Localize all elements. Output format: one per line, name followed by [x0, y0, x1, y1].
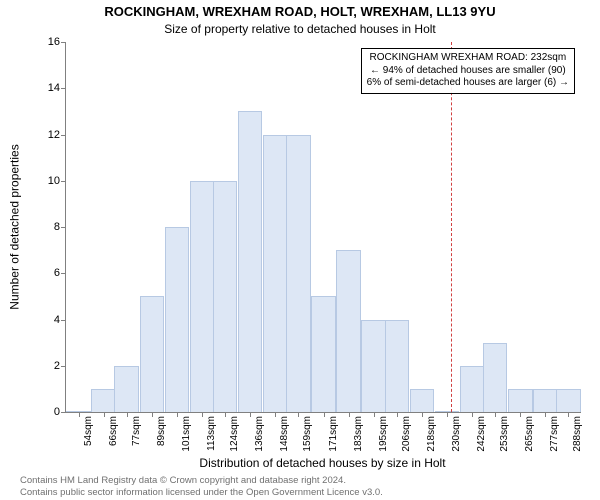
y-tick-label: 8 — [30, 221, 60, 233]
x-tick-mark — [324, 412, 325, 417]
y-tick-label: 4 — [30, 314, 60, 326]
x-tick-mark — [275, 412, 276, 417]
chart-title: ROCKINGHAM, WREXHAM ROAD, HOLT, WREXHAM,… — [0, 4, 600, 19]
histogram-bar — [460, 366, 484, 412]
footer-line-1: Contains HM Land Registry data © Crown c… — [20, 475, 383, 486]
x-tick-mark — [422, 412, 423, 417]
histogram-bar — [263, 135, 287, 413]
annotation-box: ROCKINGHAM WREXHAM ROAD: 232sqm← 94% of … — [361, 48, 575, 94]
footer-attribution: Contains HM Land Registry data © Crown c… — [20, 475, 383, 498]
y-tick-mark — [61, 88, 66, 89]
x-tick-mark — [127, 412, 128, 417]
histogram-bar — [165, 227, 189, 412]
y-tick-label: 16 — [30, 36, 60, 48]
histogram-bar — [213, 181, 237, 412]
x-tick-mark — [447, 412, 448, 417]
chart-container: ROCKINGHAM, WREXHAM ROAD, HOLT, WREXHAM,… — [0, 0, 600, 500]
histogram-bar — [361, 320, 385, 413]
y-tick-label: 10 — [30, 175, 60, 187]
y-tick-mark — [61, 412, 66, 413]
histogram-bar — [483, 343, 507, 412]
x-tick-mark — [568, 412, 569, 417]
annotation-line-3: 6% of semi-detached houses are larger (6… — [367, 77, 569, 90]
histogram-bar — [311, 296, 335, 412]
y-axis-label-text: Number of detached properties — [8, 144, 22, 309]
y-tick-label: 14 — [30, 82, 60, 94]
x-tick-mark — [104, 412, 105, 417]
histogram-bar — [385, 320, 409, 413]
plot-area: 024681012141654sqm66sqm77sqm89sqm101sqm1… — [65, 42, 581, 413]
histogram-bar — [336, 250, 360, 412]
x-tick-mark — [374, 412, 375, 417]
y-tick-mark — [61, 366, 66, 367]
property-marker-line — [451, 42, 452, 412]
y-tick-mark — [61, 42, 66, 43]
y-tick-mark — [61, 227, 66, 228]
histogram-bar — [190, 181, 214, 412]
footer-line-2: Contains public sector information licen… — [20, 487, 383, 498]
x-tick-mark — [202, 412, 203, 417]
histogram-bar — [286, 135, 310, 413]
histogram-bar — [91, 389, 115, 412]
histogram-bar — [410, 389, 434, 412]
x-tick-mark — [225, 412, 226, 417]
histogram-bar — [140, 296, 164, 412]
y-tick-label: 0 — [30, 406, 60, 418]
y-tick-label: 6 — [30, 267, 60, 279]
x-tick-mark — [79, 412, 80, 417]
x-tick-mark — [349, 412, 350, 417]
y-tick-mark — [61, 181, 66, 182]
y-tick-mark — [61, 320, 66, 321]
annotation-line-1: ROCKINGHAM WREXHAM ROAD: 232sqm — [367, 52, 569, 65]
histogram-bar — [533, 389, 557, 412]
x-tick-mark — [520, 412, 521, 417]
x-axis-label: Distribution of detached houses by size … — [65, 456, 580, 470]
histogram-bar — [556, 389, 580, 412]
y-tick-label: 12 — [30, 129, 60, 141]
histogram-bar — [238, 111, 262, 412]
x-tick-mark — [298, 412, 299, 417]
x-tick-mark — [495, 412, 496, 417]
x-tick-mark — [472, 412, 473, 417]
y-tick-mark — [61, 273, 66, 274]
y-axis-label: Number of detached properties — [8, 42, 22, 412]
y-tick-mark — [61, 135, 66, 136]
x-tick-mark — [545, 412, 546, 417]
chart-subtitle: Size of property relative to detached ho… — [0, 22, 600, 36]
histogram-bar — [114, 366, 138, 412]
annotation-line-2: ← 94% of detached houses are smaller (90… — [367, 65, 569, 78]
x-tick-mark — [152, 412, 153, 417]
x-tick-mark — [177, 412, 178, 417]
x-tick-mark — [397, 412, 398, 417]
y-tick-label: 2 — [30, 360, 60, 372]
x-tick-mark — [250, 412, 251, 417]
histogram-bar — [508, 389, 532, 412]
